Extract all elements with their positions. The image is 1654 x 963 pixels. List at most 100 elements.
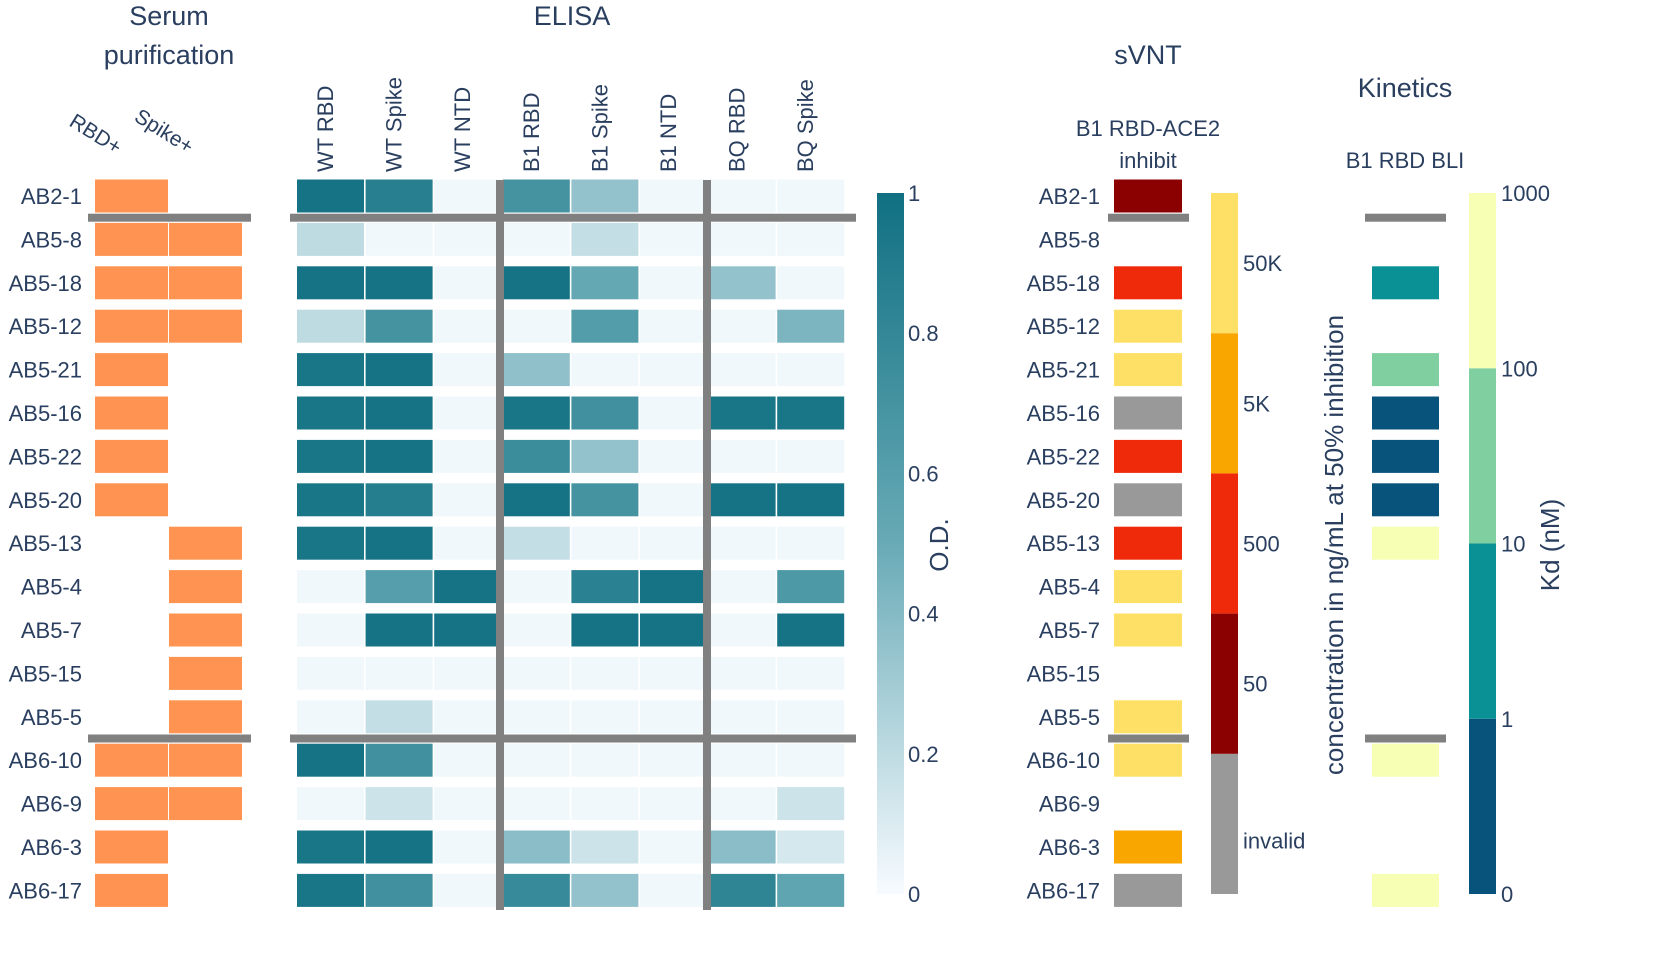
kinetics-separator-1 <box>1365 213 1446 222</box>
serum-title-line-1: Serum <box>129 1 209 31</box>
svnt-cell-ab5-16 <box>1114 396 1182 430</box>
elisa-cell-ab5-21-wt-rbd <box>297 353 364 387</box>
serum-col-label-rbd: RBD+ <box>65 110 125 160</box>
svnt-cell-ab6-10 <box>1114 743 1182 777</box>
elisa-cell-ab5-21-bq-rbd <box>708 353 776 387</box>
kinetics-colorbar-tick-10: 10 <box>1501 532 1525 557</box>
svnt-row-label-ab5-7: AB5-7 <box>1039 618 1100 643</box>
serum-row-label-ab5-13: AB5-13 <box>9 531 82 556</box>
serum-cell-ab5-13-spike <box>169 526 242 560</box>
elisa-cell-ab5-8-b1-ntd <box>640 222 707 256</box>
elisa-col-label-b1-spike: B1 Spike <box>587 84 612 172</box>
svnt-colorbar-bin-500 <box>1211 473 1238 614</box>
elisa-cell-ab6-10-bq-spike <box>777 743 845 777</box>
elisa-cell-ab6-10-b1-spike <box>571 743 639 777</box>
svnt-colorbar-label-500: 500 <box>1243 532 1280 557</box>
elisa-cell-ab6-10-wt-ntd <box>434 743 502 777</box>
elisa-cell-ab5-20-wt-ntd <box>434 483 502 517</box>
svnt-colorbar-bin-50 <box>1211 613 1238 754</box>
elisa-cell-ab5-16-wt-ntd <box>434 396 502 430</box>
elisa-cell-ab5-12-wt-rbd <box>297 309 364 343</box>
elisa-cell-ab5-7-b1-spike <box>571 613 639 647</box>
svnt-colorbar-label-50: 50 <box>1243 672 1267 697</box>
elisa-cell-ab5-18-wt-rbd <box>297 266 364 300</box>
svnt-title: sVNT <box>1114 40 1182 70</box>
elisa-cell-ab5-12-bq-rbd <box>708 309 776 343</box>
elisa-cell-ab5-18-b1-rbd <box>502 266 570 300</box>
serum-cell-ab2-1-rbd <box>95 179 168 213</box>
svnt-row-label-ab6-10: AB6-10 <box>1027 748 1100 773</box>
elisa-cell-ab5-15-bq-spike <box>777 656 845 690</box>
svnt-row-label-ab5-20: AB5-20 <box>1027 488 1100 513</box>
kinetics-colorbar-title: Kd (nM) <box>1535 499 1565 591</box>
kinetics-cell-ab6-10 <box>1372 743 1439 777</box>
elisa-cell-ab5-15-b1-spike <box>571 656 639 690</box>
elisa-cell-ab5-8-bq-spike <box>777 222 845 256</box>
elisa-colorbar-title: O.D. <box>924 518 954 571</box>
svnt-colorbar-label-50k: 50K <box>1243 251 1282 276</box>
elisa-col-label-bq-spike: BQ Spike <box>793 79 818 172</box>
elisa-cell-ab5-18-wt-spike <box>365 266 433 300</box>
elisa-cell-ab6-17-bq-rbd <box>708 873 776 907</box>
kinetics-colorbar: 0 1 10 100 1000 Kd (nM) <box>1469 181 1565 907</box>
serum-cell-ab5-4-spike <box>169 570 242 604</box>
elisa-cell-ab6-9-b1-ntd <box>640 787 707 821</box>
kinetics-cell-ab5-20 <box>1372 483 1439 517</box>
serum-col-label-spike: Spike+ <box>130 105 197 159</box>
serum-cell-ab6-9-rbd <box>95 787 168 821</box>
elisa-cell-ab5-13-b1-ntd <box>640 526 707 560</box>
serum-cell-ab5-18-rbd <box>95 266 168 300</box>
elisa-cell-ab5-5-b1-ntd <box>640 700 707 734</box>
elisa-cell-ab6-3-wt-rbd <box>297 830 364 864</box>
elisa-cell-ab5-22-b1-spike <box>571 439 639 473</box>
elisa-cell-ab5-7-bq-rbd <box>708 613 776 647</box>
elisa-cell-ab5-5-b1-rbd <box>502 700 570 734</box>
elisa-cell-ab6-3-wt-spike <box>365 830 433 864</box>
elisa-colorbar-tick-0: 0 <box>908 882 920 907</box>
elisa-cell-ab6-9-b1-spike <box>571 787 639 821</box>
svnt-row-label-ab5-21: AB5-21 <box>1027 358 1100 383</box>
elisa-heatmap: WT RBD WT Spike WT NTD B1 RBD B1 Spike B1 NTD… <box>290 77 856 910</box>
elisa-cell-ab6-9-wt-rbd <box>297 787 364 821</box>
elisa-cell-ab2-1-wt-spike <box>365 179 433 213</box>
serum-cell-ab5-15-spike <box>169 656 242 690</box>
elisa-cell-ab5-21-b1-rbd <box>502 353 570 387</box>
elisa-cell-ab5-7-b1-ntd <box>640 613 707 647</box>
svnt-colorbar-bin-invalid <box>1211 753 1238 894</box>
kinetics-colorbar-tick-1000: 1000 <box>1501 181 1550 206</box>
svnt-row-label-ab5-13: AB5-13 <box>1027 531 1100 556</box>
svnt-row-label-ab5-18: AB5-18 <box>1027 271 1100 296</box>
elisa-cell-ab5-8-b1-rbd <box>502 222 570 256</box>
serum-cell-ab5-12-rbd <box>95 309 168 343</box>
elisa-cell-ab2-1-wt-rbd <box>297 179 364 213</box>
svnt-cell-ab6-3 <box>1114 830 1182 864</box>
elisa-cell-ab5-21-bq-spike <box>777 353 845 387</box>
elisa-cell-ab5-16-b1-spike <box>571 396 639 430</box>
elisa-cell-ab5-13-wt-rbd <box>297 526 364 560</box>
elisa-cell-ab6-10-bq-rbd <box>708 743 776 777</box>
svnt-row-label-ab5-4: AB5-4 <box>1039 575 1100 600</box>
elisa-cell-ab5-15-wt-rbd <box>297 656 364 690</box>
elisa-cell-ab5-18-b1-spike <box>571 266 639 300</box>
elisa-cell-ab5-16-bq-spike <box>777 396 845 430</box>
serum-cell-ab5-8-spike <box>169 222 242 256</box>
serum-row-label-ab5-4: AB5-4 <box>21 575 82 600</box>
elisa-cell-ab6-9-wt-spike <box>365 787 433 821</box>
serum-cell-ab6-10-rbd <box>95 743 168 777</box>
elisa-separator-v-2 <box>703 180 711 910</box>
elisa-col-label-b1-ntd: B1 NTD <box>656 94 681 172</box>
svnt-cell-ab5-12 <box>1114 309 1182 343</box>
elisa-cell-ab5-12-b1-rbd <box>502 309 570 343</box>
svnt-separator-2 <box>1108 734 1189 743</box>
elisa-cell-ab5-12-wt-ntd <box>434 309 502 343</box>
svnt-row-label-ab5-8: AB5-8 <box>1039 227 1100 252</box>
elisa-col-label-b1-rbd: B1 RBD <box>519 93 544 172</box>
kinetics-title: Kinetics <box>1358 73 1453 103</box>
serum-row-label-ab5-16: AB5-16 <box>9 401 82 426</box>
elisa-cell-ab6-17-b1-ntd <box>640 873 707 907</box>
elisa-colorbar-tick-0-8: 0.8 <box>908 321 939 346</box>
serum-purification-heatmap: RBD+ Spike+ AB2-1 AB5-8 AB5-18 AB5-12 AB5-21 AB… <box>9 105 251 907</box>
elisa-cell-ab6-3-bq-rbd <box>708 830 776 864</box>
elisa-title: ELISA <box>534 1 611 31</box>
